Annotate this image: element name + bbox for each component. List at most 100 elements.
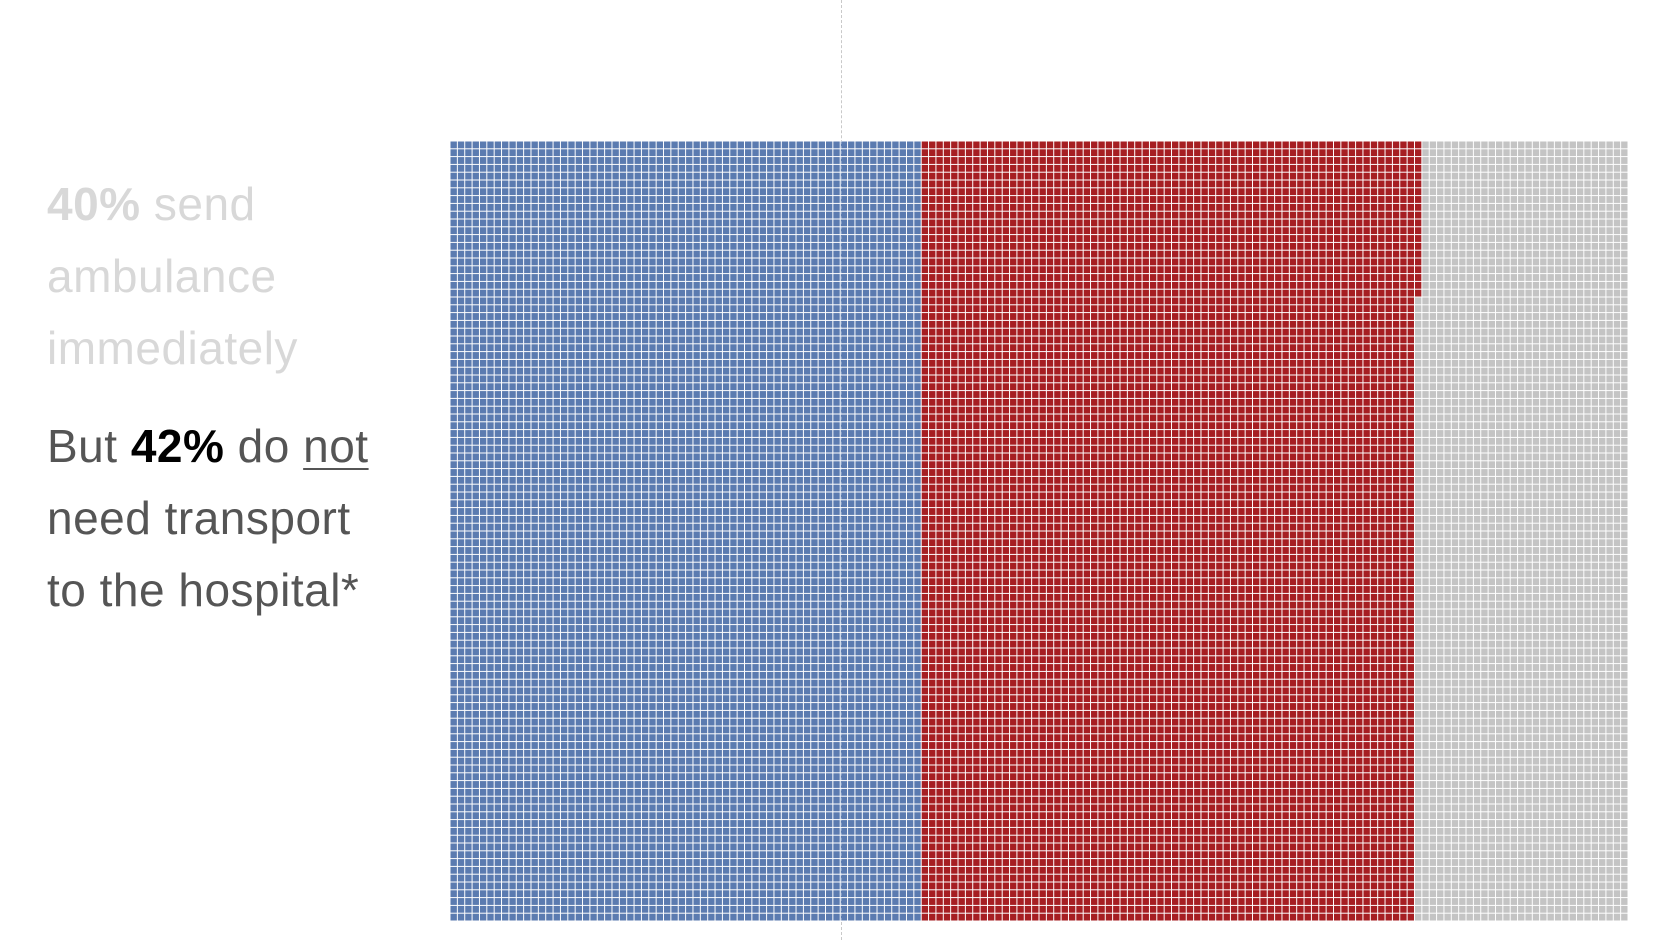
waffle-cell-block bbox=[1009, 141, 1017, 921]
waffle-cell-block bbox=[1495, 141, 1503, 921]
waffle-cell-block bbox=[1605, 141, 1614, 921]
waffle-cell-block bbox=[1532, 141, 1540, 921]
caption-2-line3-text: to the hospital* bbox=[47, 564, 360, 616]
waffle-cell-block bbox=[1281, 141, 1290, 921]
waffle-cell-block bbox=[530, 141, 539, 921]
waffle-cell-block bbox=[722, 141, 730, 921]
waffle-cell-block bbox=[656, 141, 664, 921]
waffle-cell-block bbox=[759, 141, 767, 921]
waffle-cell-block bbox=[899, 141, 907, 921]
waffle-cell-block bbox=[840, 141, 848, 921]
waffle-cell-block bbox=[1149, 141, 1157, 921]
waffle-cell-block bbox=[1591, 141, 1599, 921]
waffle-cell-block bbox=[1186, 141, 1194, 921]
waffle-cell-block bbox=[619, 141, 627, 921]
waffle-cell-block bbox=[891, 141, 900, 921]
waffle-cell-block bbox=[810, 141, 819, 921]
waffle-cell-block bbox=[1451, 141, 1459, 921]
waffle-cell-block bbox=[1119, 141, 1128, 921]
waffle-cell-block bbox=[1097, 141, 1106, 921]
waffle-cell-block bbox=[958, 141, 966, 921]
waffle-cell-block bbox=[1510, 141, 1518, 921]
waffle-cell-block bbox=[1164, 141, 1172, 921]
waffle-cell-block bbox=[1223, 141, 1231, 921]
waffle-series-1 bbox=[921, 141, 1422, 921]
waffle-cell-block bbox=[560, 141, 568, 921]
waffle-cell-block bbox=[729, 141, 738, 921]
caption-2-percent: 42% bbox=[130, 420, 225, 472]
waffle-cell-block bbox=[1252, 141, 1260, 921]
waffle-cell-block bbox=[1237, 141, 1246, 921]
waffle-cell-block bbox=[1274, 141, 1282, 921]
waffle-cell-block bbox=[1311, 141, 1319, 921]
waffle-cell-block bbox=[1517, 141, 1525, 921]
waffle-cell-block bbox=[1016, 141, 1025, 921]
waffle-cell-block bbox=[1156, 141, 1165, 921]
waffle-cell-block bbox=[906, 141, 914, 921]
waffle-cell-block bbox=[1053, 141, 1062, 921]
waffle-cell-block bbox=[1407, 141, 1415, 921]
waffle-cell-block bbox=[773, 141, 782, 921]
waffle-cell-block bbox=[921, 141, 929, 921]
waffle-cell-block bbox=[582, 141, 590, 921]
waffle-cell-block bbox=[972, 141, 981, 921]
waffle-cell-block bbox=[575, 141, 583, 921]
waffle-series-2 bbox=[1414, 141, 1628, 921]
waffle-cell-block bbox=[1112, 141, 1120, 921]
waffle-cell-block bbox=[1524, 141, 1533, 921]
waffle-cell-block bbox=[943, 141, 951, 921]
waffle-cell-block bbox=[545, 141, 554, 921]
waffle-cell-block bbox=[1554, 141, 1562, 921]
waffle-cell-block bbox=[692, 141, 701, 921]
waffle-cell-block bbox=[1259, 141, 1268, 921]
waffle-cell-block bbox=[1208, 141, 1216, 921]
waffle-cell-block bbox=[1421, 141, 1430, 921]
waffle-cell-block bbox=[1473, 141, 1481, 921]
caption-1-line2-text: ambulance bbox=[47, 250, 277, 302]
waffle-cell-block bbox=[766, 141, 774, 921]
waffle-cell-block bbox=[1370, 141, 1378, 921]
waffle-cell-block bbox=[862, 141, 870, 921]
waffle-cell-block bbox=[670, 141, 679, 921]
waffle-cell-block bbox=[1569, 141, 1577, 921]
waffle-cell-block bbox=[1576, 141, 1584, 921]
waffle-cell-block bbox=[869, 141, 878, 921]
waffle-cell-block bbox=[1134, 141, 1143, 921]
waffle-cell-block bbox=[604, 141, 612, 921]
waffle-cell-block bbox=[472, 141, 480, 921]
waffle-cell-block bbox=[987, 141, 995, 921]
waffle-cell-block bbox=[1127, 141, 1135, 921]
waffle-cell-block bbox=[1039, 141, 1047, 921]
waffle-cell-block bbox=[877, 141, 885, 921]
waffle-cell-block bbox=[1200, 141, 1209, 921]
waffle-cell-block bbox=[1458, 141, 1467, 921]
waffle-cell-block bbox=[1083, 141, 1091, 921]
waffle-cell-block bbox=[1267, 141, 1275, 921]
waffle-cell-block bbox=[626, 141, 635, 921]
waffle-cell-block bbox=[1443, 141, 1452, 921]
waffle-cell-block bbox=[1392, 141, 1400, 921]
waffle-cell-block bbox=[825, 141, 833, 921]
waffle-cell-block bbox=[641, 141, 649, 921]
waffle-cell-block bbox=[1414, 297, 1422, 921]
waffle-cell-block bbox=[796, 141, 804, 921]
waffle-cell-block bbox=[913, 141, 922, 921]
waffle-cell-block bbox=[1414, 141, 1422, 297]
waffle-cell-block bbox=[597, 141, 605, 921]
waffle-cell-block bbox=[715, 141, 723, 921]
caption-send-ambulance: 40% send ambulance immediately bbox=[47, 168, 407, 384]
waffle-cell-block bbox=[980, 141, 988, 921]
waffle-cell-block bbox=[1031, 141, 1039, 921]
waffle-cell-block bbox=[1105, 141, 1113, 921]
waffle-cell-block bbox=[450, 141, 458, 921]
waffle-cell-block bbox=[538, 141, 546, 921]
waffle-cell-block bbox=[928, 141, 936, 921]
waffle-cell-block bbox=[1488, 141, 1496, 921]
waffle-cell-block bbox=[464, 141, 473, 921]
caption-2-prefix: But bbox=[47, 420, 131, 472]
waffle-cell-block bbox=[516, 141, 524, 921]
waffle-cell-block bbox=[1142, 141, 1150, 921]
waffle-cell-block bbox=[1355, 141, 1363, 921]
waffle-cell-block bbox=[1215, 141, 1224, 921]
waffle-cell-block bbox=[553, 141, 561, 921]
